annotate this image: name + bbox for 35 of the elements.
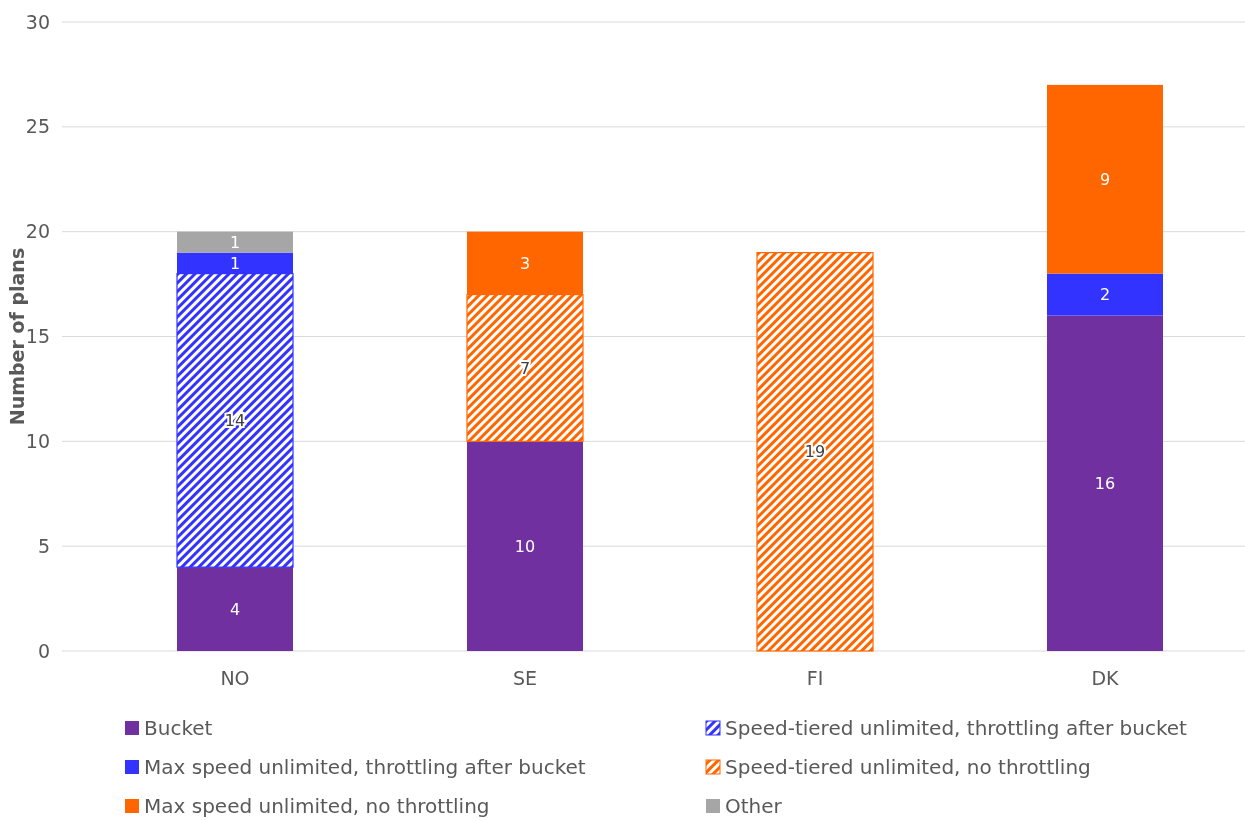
data-label: 16 — [1094, 473, 1116, 493]
y-tick-label: 15 — [25, 325, 50, 348]
bar — [177, 567, 293, 651]
legend-label: Other — [725, 794, 783, 818]
y-axis-title: Number of plans — [6, 247, 28, 426]
x-tick-label: NO — [220, 667, 250, 689]
y-tick-label: 20 — [25, 220, 50, 243]
y-tick-label: 10 — [25, 429, 50, 452]
data-label: 4 — [229, 599, 241, 619]
legend-label: Speed-tiered unlimited, no throttling — [725, 755, 1091, 779]
data-label: 3 — [519, 253, 531, 273]
bar — [467, 441, 583, 651]
data-label: 10 — [514, 536, 536, 556]
y-tick-label: 30 — [25, 10, 50, 33]
legend-label: Speed-tiered unlimited, throttling after bucket — [725, 716, 1188, 740]
bar — [1047, 273, 1163, 316]
x-tick-label: FI — [806, 667, 824, 689]
data-label: 2 — [1099, 285, 1111, 305]
bar — [1047, 84, 1163, 274]
y-tick-label: 5 — [37, 534, 50, 557]
y-tick-label: 25 — [25, 115, 50, 138]
bar — [177, 231, 293, 253]
data-label: 19 — [804, 442, 826, 462]
legend-label: Bucket — [144, 716, 213, 740]
x-tick-label: SE — [512, 667, 538, 689]
y-tick-label: 0 — [37, 639, 50, 662]
bar — [756, 252, 874, 652]
data-label: 1 — [229, 253, 241, 273]
bar — [1047, 315, 1163, 651]
data-label: 1 — [229, 232, 241, 252]
data-label: 9 — [1099, 169, 1111, 189]
data-label: 7 — [519, 358, 531, 378]
x-tick-label: DK — [1091, 667, 1120, 689]
legend-label: Max speed unlimited, no throttling — [144, 794, 490, 818]
legend-label: Max speed unlimited, throttling after bucket — [144, 755, 586, 779]
